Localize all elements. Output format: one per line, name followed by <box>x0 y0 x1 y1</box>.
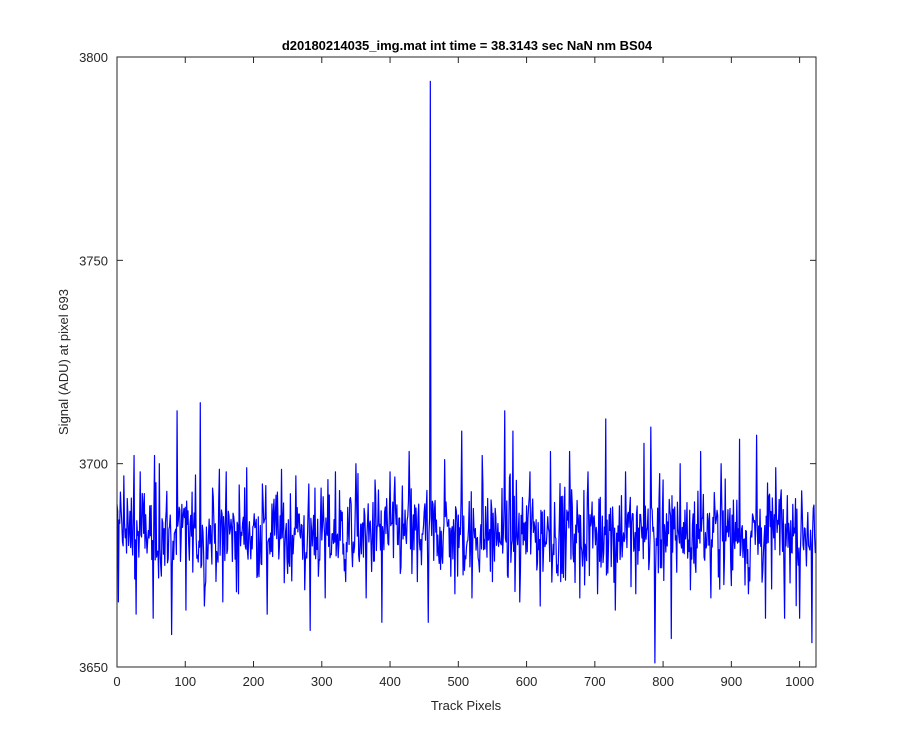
x-tick-label: 500 <box>447 674 469 689</box>
x-tick-label: 300 <box>311 674 333 689</box>
x-tick-label: 900 <box>721 674 743 689</box>
x-tick-label: 600 <box>516 674 538 689</box>
x-tick-label: 0 <box>113 674 120 689</box>
axes-background <box>117 57 816 667</box>
x-tick-label: 800 <box>652 674 674 689</box>
y-tick-label: 3650 <box>79 660 108 675</box>
x-axis-ticks: 0 100 200 300 400 500 600 700 800 900 1000 <box>113 57 814 689</box>
y-tick-label: 3800 <box>79 50 108 65</box>
series-layer <box>116 80 816 664</box>
y-tick-label: 3700 <box>79 457 108 472</box>
series-line <box>116 80 816 664</box>
chart-title: d20180214035_img.mat int time = 38.3143 … <box>282 38 653 53</box>
y-tick-label: 3750 <box>79 253 108 268</box>
plot-area: 0 100 200 300 400 500 600 700 800 900 1000 3650 370… <box>79 50 817 689</box>
x-tick-label: 1000 <box>785 674 814 689</box>
x-axis-label: Track Pixels <box>431 698 502 713</box>
axes-box <box>116 56 817 668</box>
x-tick-label: 100 <box>174 674 196 689</box>
x-tick-label: 700 <box>584 674 606 689</box>
x-tick-label: 400 <box>379 674 401 689</box>
y-axis-label: Signal (ADU) at pixel 693 <box>56 289 71 435</box>
y-axis-ticks: 3650 3700 3750 3800 <box>79 50 816 675</box>
x-tick-label: 200 <box>243 674 265 689</box>
